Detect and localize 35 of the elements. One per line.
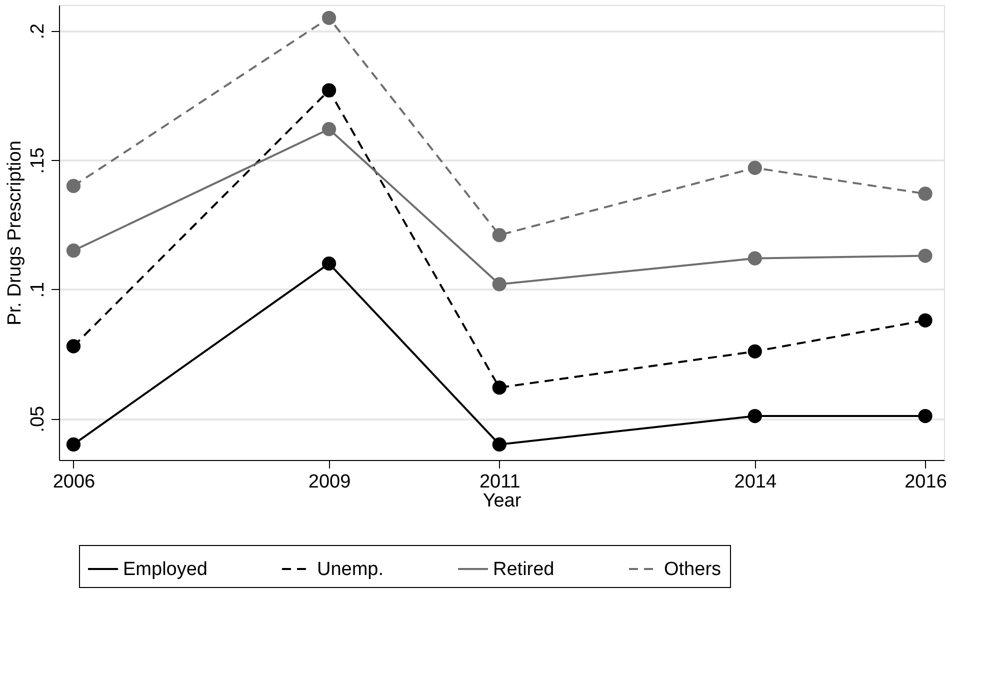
legend-label: Retired <box>493 559 554 580</box>
point <box>322 122 336 136</box>
point <box>748 251 762 266</box>
point <box>492 277 506 292</box>
legend-label: Others <box>664 559 722 580</box>
x-tick-label: 2006 <box>52 472 96 492</box>
x-axis-title: Year <box>482 490 522 512</box>
point <box>66 339 81 354</box>
point <box>492 380 506 395</box>
point <box>492 437 506 452</box>
point <box>748 344 762 358</box>
point <box>918 408 932 424</box>
point <box>492 228 506 242</box>
point <box>66 178 81 194</box>
point <box>322 10 336 25</box>
point <box>66 437 81 452</box>
x-tick-label: 2014 <box>734 472 777 492</box>
point <box>748 408 762 424</box>
x-tick-label: 2011 <box>479 472 520 492</box>
x-tick-label: 2009 <box>308 472 351 492</box>
y-tick-label: .15 <box>28 147 48 174</box>
y-tick-label: .05 <box>28 406 48 432</box>
y-tick-label: .1 <box>28 282 48 298</box>
point <box>322 83 336 98</box>
point <box>748 160 762 175</box>
point <box>918 248 932 263</box>
legend-label: Unemp. <box>317 559 384 580</box>
point <box>918 313 932 328</box>
point <box>918 186 932 201</box>
y-axis-title: Pr. Drugs Prescription <box>4 140 26 326</box>
point <box>322 256 336 271</box>
y-tick-label: .2 <box>28 23 48 40</box>
legend-label: Employed <box>123 559 208 580</box>
x-tick-label: 2016 <box>904 472 947 492</box>
point <box>66 244 81 258</box>
